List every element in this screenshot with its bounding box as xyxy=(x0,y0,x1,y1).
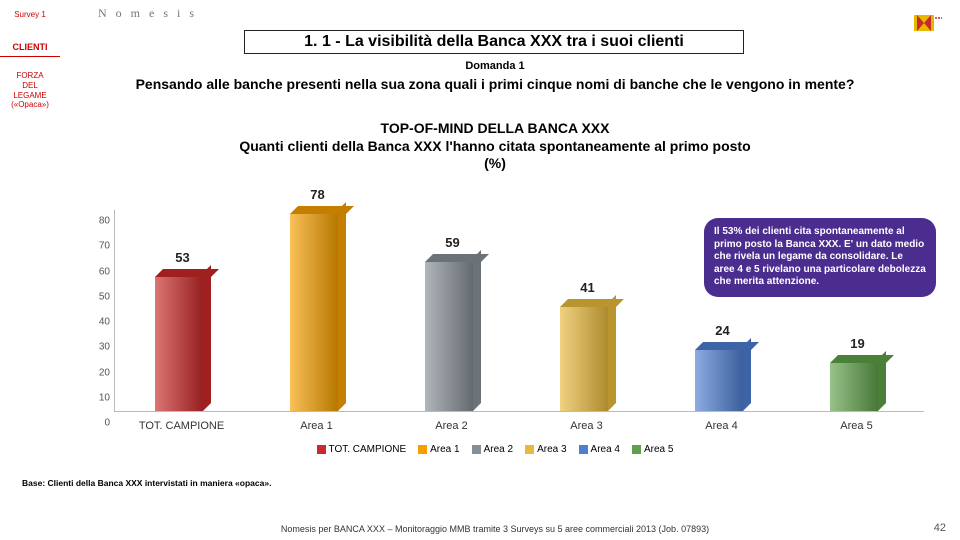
legend-item: Area 4 xyxy=(579,444,620,455)
legend-item: Area 2 xyxy=(472,444,513,455)
sidebar-sub-line: DEL xyxy=(22,81,38,90)
chart-title-line: Quanti clienti della Banca XXX l'hanno c… xyxy=(239,138,750,154)
x-category: Area 4 xyxy=(662,420,782,432)
bar xyxy=(560,299,616,411)
legend-item: Area 3 xyxy=(525,444,566,455)
bar-value: 59 xyxy=(423,235,483,250)
legend-swatch xyxy=(317,445,326,454)
legend-item: TOT. CAMPIONE xyxy=(317,444,407,455)
chart-title: TOP-OF-MIND DELLA BANCA XXX Quanti clien… xyxy=(110,120,880,173)
chart-title-line: (%) xyxy=(484,155,506,171)
legend-item: Area 1 xyxy=(418,444,459,455)
insight-callout: Il 53% dei clienti cita spontaneamente a… xyxy=(704,218,936,297)
bar xyxy=(290,206,346,411)
bar-value: 19 xyxy=(828,336,888,351)
legend-label: Area 4 xyxy=(591,444,620,455)
chart-title-line: TOP-OF-MIND DELLA BANCA XXX xyxy=(381,120,610,136)
footer-text: Nomesis per BANCA XXX – Monitoraggio MMB… xyxy=(110,524,880,534)
x-category: Area 5 xyxy=(797,420,917,432)
y-tick: 70 xyxy=(84,241,110,252)
question-text: Pensando alle banche presenti nella sua … xyxy=(110,76,880,93)
logo-text: N o m e s i s xyxy=(98,6,197,20)
y-tick: 10 xyxy=(84,392,110,403)
bar xyxy=(695,342,751,411)
sidebar: Survey 1 CLIENTI FORZA DEL LEGAME («Opac… xyxy=(0,0,60,114)
bar xyxy=(830,355,886,411)
sidebar-sub: FORZA DEL LEGAME («Opaca») xyxy=(0,67,60,113)
bar xyxy=(155,269,211,411)
x-category: Area 3 xyxy=(527,420,647,432)
legend-label: Area 2 xyxy=(484,444,513,455)
sidebar-sub-line: LEGAME xyxy=(13,91,46,100)
sidebar-survey: Survey 1 xyxy=(0,6,60,24)
logo: N o m e s i s xyxy=(98,6,197,21)
sidebar-sub-line: («Opaca») xyxy=(11,100,49,109)
page-title: 1. 1 - La visibilità della Banca XXX tra… xyxy=(244,30,744,54)
bar-value: 41 xyxy=(558,280,618,295)
bar-value: 53 xyxy=(153,250,213,265)
y-tick: 80 xyxy=(84,216,110,227)
bar xyxy=(425,254,481,411)
y-tick: 40 xyxy=(84,317,110,328)
x-category: TOT. CAMPIONE xyxy=(122,420,242,432)
decorative-icon xyxy=(914,12,942,34)
legend-label: TOT. CAMPIONE xyxy=(329,444,407,455)
page-number: 42 xyxy=(934,522,946,534)
y-tick: 30 xyxy=(84,342,110,353)
legend: TOT. CAMPIONE Area 1 Area 2 Area 3 Area 4 Are… xyxy=(110,444,880,455)
bar-value: 24 xyxy=(693,323,753,338)
legend-item: Area 5 xyxy=(632,444,673,455)
legend-swatch xyxy=(418,445,427,454)
y-tick: 60 xyxy=(84,266,110,277)
x-category: Area 1 xyxy=(257,420,377,432)
question-label: Domanda 1 xyxy=(110,60,880,72)
x-category: Area 2 xyxy=(392,420,512,432)
bar-value: 78 xyxy=(288,187,348,202)
y-tick: 50 xyxy=(84,291,110,302)
legend-swatch xyxy=(632,445,641,454)
slide: Survey 1 CLIENTI FORZA DEL LEGAME («Opac… xyxy=(0,0,960,540)
legend-label: Area 1 xyxy=(430,444,459,455)
legend-label: Area 5 xyxy=(644,444,673,455)
sidebar-sub-line: FORZA xyxy=(16,71,43,80)
legend-swatch xyxy=(472,445,481,454)
sidebar-section: CLIENTI xyxy=(0,38,60,58)
base-note: Base: Clienti della Banca XXX intervista… xyxy=(22,478,271,488)
legend-label: Area 3 xyxy=(537,444,566,455)
legend-swatch xyxy=(579,445,588,454)
legend-swatch xyxy=(525,445,534,454)
y-tick: 20 xyxy=(84,367,110,378)
